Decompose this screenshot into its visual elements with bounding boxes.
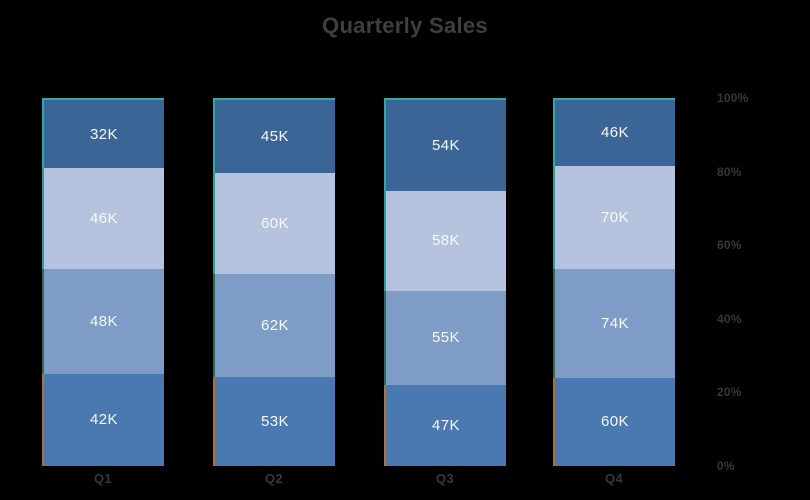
segment-value-label: 60K xyxy=(261,214,289,232)
x-axis-category-label: Q4 xyxy=(605,471,623,486)
chart-title: Quarterly Sales xyxy=(322,13,488,38)
y-axis-tick-label: 60% xyxy=(717,238,742,253)
bar-segment-q4-series-4-top[interactable]: 46K xyxy=(553,98,675,166)
x-axis-category-label: Q2 xyxy=(265,471,283,486)
x-axis-category-label: Q3 xyxy=(436,471,454,486)
segment-value-label: 55K xyxy=(432,329,460,347)
y-axis-tick-label: 20% xyxy=(717,385,742,400)
bar-segment-q1-series-3[interactable]: 46K xyxy=(42,168,164,269)
bar-segment-q4-series-2[interactable]: 74K xyxy=(553,268,675,378)
bar-segment-q4-series-1-bottom[interactable]: 60K xyxy=(553,377,675,466)
segment-value-label: 32K xyxy=(90,125,118,143)
bar-segment-q3-series-3[interactable]: 58K xyxy=(384,190,506,291)
bar-segment-q2-series-4-top[interactable]: 45K xyxy=(213,98,335,174)
y-axis-tick-label: 40% xyxy=(717,311,742,326)
stacked-bar-q3: 54K 58K 55K 47K xyxy=(384,98,506,466)
bar-segment-q1-series-1-bottom[interactable]: 42K xyxy=(42,373,164,466)
y-axis-tick-label: 100% xyxy=(717,91,749,105)
segment-value-label: 53K xyxy=(261,413,289,431)
segment-value-label: 42K xyxy=(90,411,118,429)
stacked-bar-q4: 46K 70K 74K 60K xyxy=(553,98,675,466)
bar-segment-q4-series-3[interactable]: 70K xyxy=(553,165,675,269)
bar-segment-q3-series-1-bottom[interactable]: 47K xyxy=(384,385,506,466)
segment-value-label: 46K xyxy=(90,209,118,227)
segment-value-label: 45K xyxy=(261,128,289,146)
segment-value-label: 54K xyxy=(432,136,460,154)
segment-value-label: 48K xyxy=(90,312,118,330)
y-axis-tick-label: 0% xyxy=(717,459,735,473)
segment-value-label: 70K xyxy=(601,208,629,226)
bar-segment-q2-series-2[interactable]: 62K xyxy=(213,273,335,378)
bar-segment-q1-series-2[interactable]: 48K xyxy=(42,268,164,374)
segment-value-label: 58K xyxy=(432,232,460,250)
bar-segment-q2-series-1-bottom[interactable]: 53K xyxy=(213,377,335,466)
bar-segment-q3-series-4-top[interactable]: 54K xyxy=(384,98,506,191)
segment-value-label: 74K xyxy=(601,314,629,332)
segment-value-label: 60K xyxy=(601,413,629,431)
stacked-bar-q2: 45K 60K 62K 53K xyxy=(213,98,335,466)
segment-value-label: 46K xyxy=(601,124,629,142)
bar-segment-q1-series-4-top[interactable]: 32K xyxy=(42,98,164,169)
bar-segment-q3-series-2[interactable]: 55K xyxy=(384,290,506,386)
stacked-bar-q1: 32K 46K 48K 42K xyxy=(42,98,164,466)
y-axis-tick-label: 80% xyxy=(717,164,742,179)
segment-value-label: 62K xyxy=(261,316,289,334)
segment-value-label: 47K xyxy=(432,417,460,435)
bar-segment-q2-series-3[interactable]: 60K xyxy=(213,173,335,274)
x-axis-category-label: Q1 xyxy=(94,471,112,486)
